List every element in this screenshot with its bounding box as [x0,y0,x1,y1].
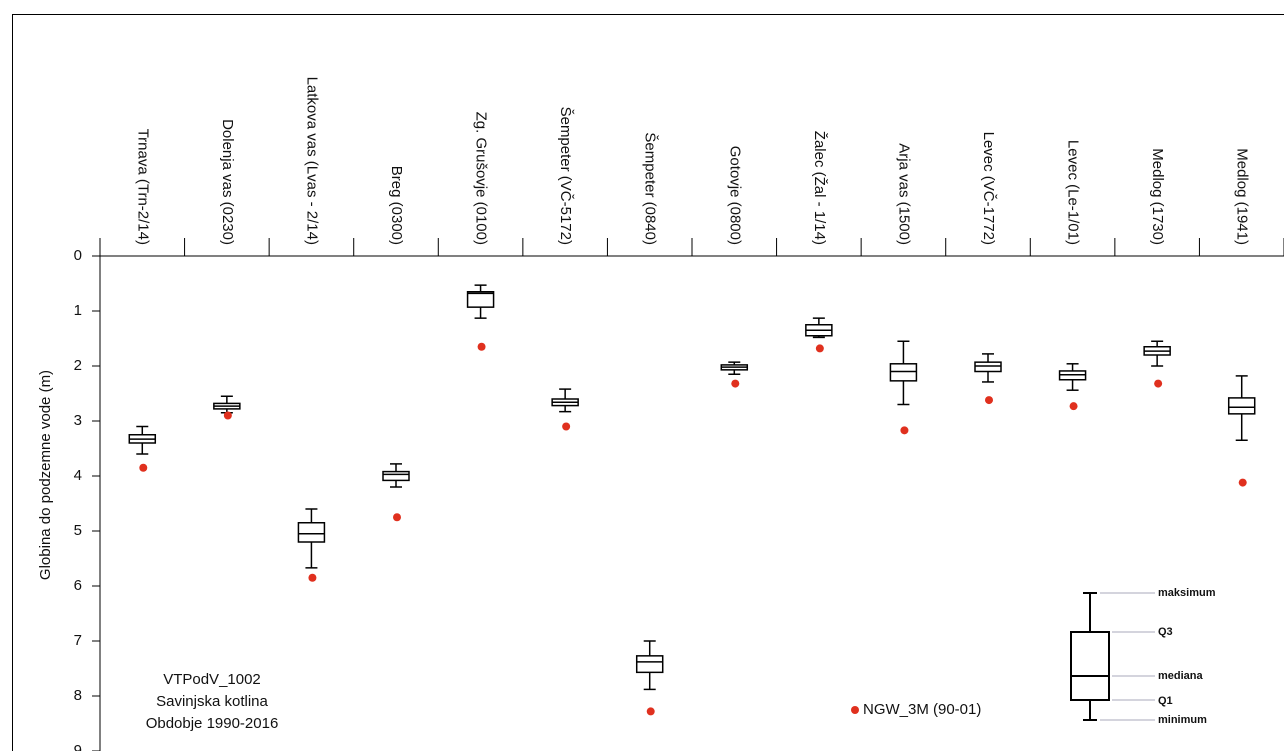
x-tick-label: Dolenja vas (0230) [219,119,236,245]
y-tick-label: 6 [74,577,82,594]
frame [12,14,1284,751]
annotation: VTPodV_1002 [163,671,261,688]
x-tick-label: Gotovje (0800) [726,146,743,245]
x-tick-label: Zg. Grušovje (0100) [473,112,490,245]
legend-box [1070,631,1110,701]
ngw-point [1154,379,1163,388]
y-tick-label: 7 [74,632,82,649]
legend-label: Q3 [1158,626,1173,638]
y-axis-label: Globina do podzemne vode (m) [37,370,54,580]
ngw-point [1238,478,1247,487]
legend-label: minimum [1158,714,1207,726]
x-tick-label: Trnava (Trn-2/14) [134,129,151,245]
box [1227,397,1256,415]
legend-marker [851,706,859,714]
legend-label: mediana [1158,670,1204,682]
box [297,522,326,543]
ngw-point [815,344,824,353]
box [382,470,410,482]
x-tick-label: Šempeter (VČ-5172) [557,107,574,245]
annotation: Obdobje 1990-2016 [146,715,279,732]
legend-label: Q1 [1158,695,1173,707]
legend-label: maksimum [1158,587,1216,599]
ngw-point [477,342,486,351]
ngw-point [393,513,401,522]
ngw-point [985,396,993,405]
x-tick-label: Šempeter (0840) [642,132,659,245]
box [466,291,495,308]
box [635,655,664,674]
y-tick-label: 3 [74,412,82,429]
ngw-point [646,707,655,716]
x-tick-label: Breg (0300) [388,166,405,245]
ngw-point [562,422,571,431]
x-tick-label: Medlog (1730) [1149,148,1166,245]
y-tick-label: 5 [74,522,82,539]
legend-entry: NGW_3M (90-01) [863,701,981,718]
y-tick-label: 9 [74,742,82,751]
y-tick-label: 1 [74,302,82,319]
box [889,363,918,382]
ngw-point [900,426,909,435]
y-tick-label: 0 [74,247,82,264]
y-tick-label: 8 [74,687,82,704]
y-tick-label: 2 [74,357,82,374]
ngw-point [139,463,148,472]
x-tick-label: Latkova vas (Lvas - 2/14) [303,77,320,245]
x-tick-label: Levec (VČ-1772) [980,132,997,245]
ngw-point [308,573,317,582]
box [974,361,1002,373]
ngw-point [1069,402,1078,411]
x-tick-label: Arja vas (1500) [895,143,912,245]
annotation: Savinjska kotlina [156,693,268,710]
x-tick-label: Medlog (1941) [1234,148,1251,245]
box-legend: maksimum Q3 mediana Q1 minimum [1070,587,1216,726]
ngw-point [731,379,740,388]
x-tick-label: Žalec (Žal - 1/14) [811,131,828,245]
ngw-point [223,411,232,420]
x-tick-label: Levec (Le-1/01) [1065,140,1082,245]
y-tick-label: 4 [74,467,82,484]
